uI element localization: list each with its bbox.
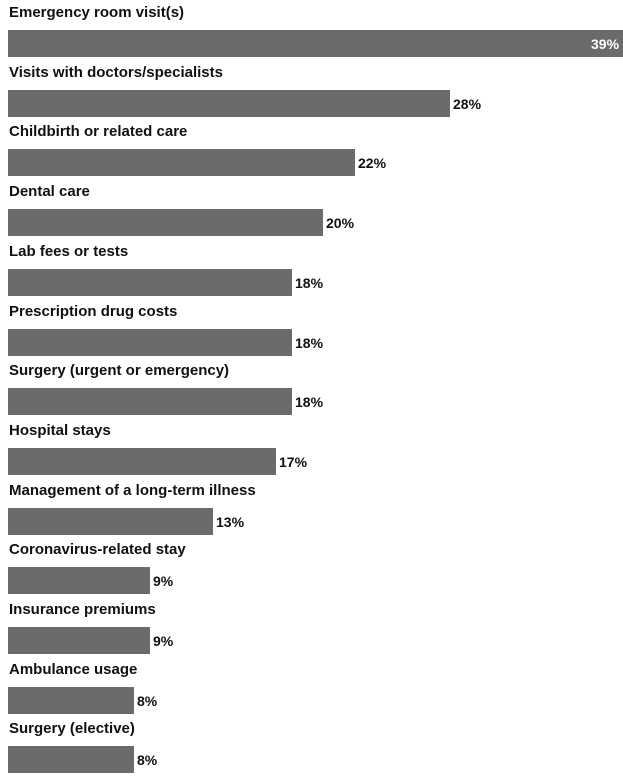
bar bbox=[8, 686, 134, 714]
bar bbox=[8, 149, 355, 177]
category-label: Insurance premiums bbox=[9, 601, 156, 618]
bar bbox=[8, 567, 150, 595]
bar-row: Insurance premiums 9% bbox=[0, 597, 623, 657]
value-label: 17% bbox=[279, 453, 308, 470]
bar-row: Management of a long-term illness 13% bbox=[0, 478, 623, 538]
bar-row: Visits with doctors/specialists 28% bbox=[0, 60, 623, 120]
value-label: 18% bbox=[295, 274, 324, 291]
category-label: Management of a long-term illness bbox=[9, 481, 256, 499]
category-label: Surgery (elective) bbox=[9, 720, 135, 738]
category-label: Childbirth or related care bbox=[9, 123, 188, 141]
category-label: Lab fees or tests bbox=[9, 242, 129, 260]
category-label: Prescription drug costs bbox=[9, 302, 178, 320]
bar-row: Ambulance usage 8% bbox=[0, 657, 623, 717]
value-label: 8% bbox=[137, 692, 158, 709]
category-label: Hospital stays bbox=[9, 421, 111, 439]
bar-row: Dental care 20% bbox=[0, 179, 623, 239]
category-label: Ambulance usage bbox=[9, 660, 138, 678]
bar-row: Surgery (urgent or emergency) 18% bbox=[0, 358, 623, 418]
category-label: Visits with doctors/specialists bbox=[9, 63, 223, 81]
value-label: 18% bbox=[295, 394, 324, 411]
bar-row: Lab fees or tests 18% bbox=[0, 239, 623, 299]
bar bbox=[8, 627, 150, 654]
value-label: 28% bbox=[453, 95, 482, 112]
bar bbox=[8, 30, 623, 57]
category-label: Dental care bbox=[9, 183, 90, 201]
bar-row: Prescription drug costs 18% bbox=[0, 299, 623, 359]
bar-row: Childbirth or related care 22% bbox=[0, 119, 623, 179]
bar bbox=[8, 209, 323, 237]
bar bbox=[8, 746, 134, 774]
value-label: 9% bbox=[153, 633, 174, 649]
bar bbox=[8, 268, 292, 296]
bar bbox=[8, 507, 213, 535]
bar-row: Coronavirus-related stay 9% bbox=[0, 537, 623, 597]
bar-row: Surgery (elective) 8% bbox=[0, 716, 623, 776]
bar bbox=[8, 388, 292, 416]
value-label: 8% bbox=[137, 752, 158, 769]
bar bbox=[8, 89, 450, 117]
value-label: 13% bbox=[216, 513, 245, 530]
bar-row: Hospital stays 17% bbox=[0, 418, 623, 478]
value-label: 9% bbox=[153, 573, 174, 590]
category-label: Coronavirus-related stay bbox=[9, 541, 186, 559]
value-label: 18% bbox=[295, 334, 324, 351]
value-label: 20% bbox=[326, 215, 355, 232]
category-label: Emergency room visit(s) bbox=[9, 4, 185, 21]
category-label: Surgery (urgent or emergency) bbox=[9, 362, 230, 380]
bar bbox=[8, 328, 292, 356]
value-label: 39% bbox=[591, 36, 620, 52]
bar-row: Emergency room visit(s) 39% bbox=[0, 0, 623, 60]
bar bbox=[8, 447, 276, 475]
value-label: 22% bbox=[358, 155, 387, 172]
